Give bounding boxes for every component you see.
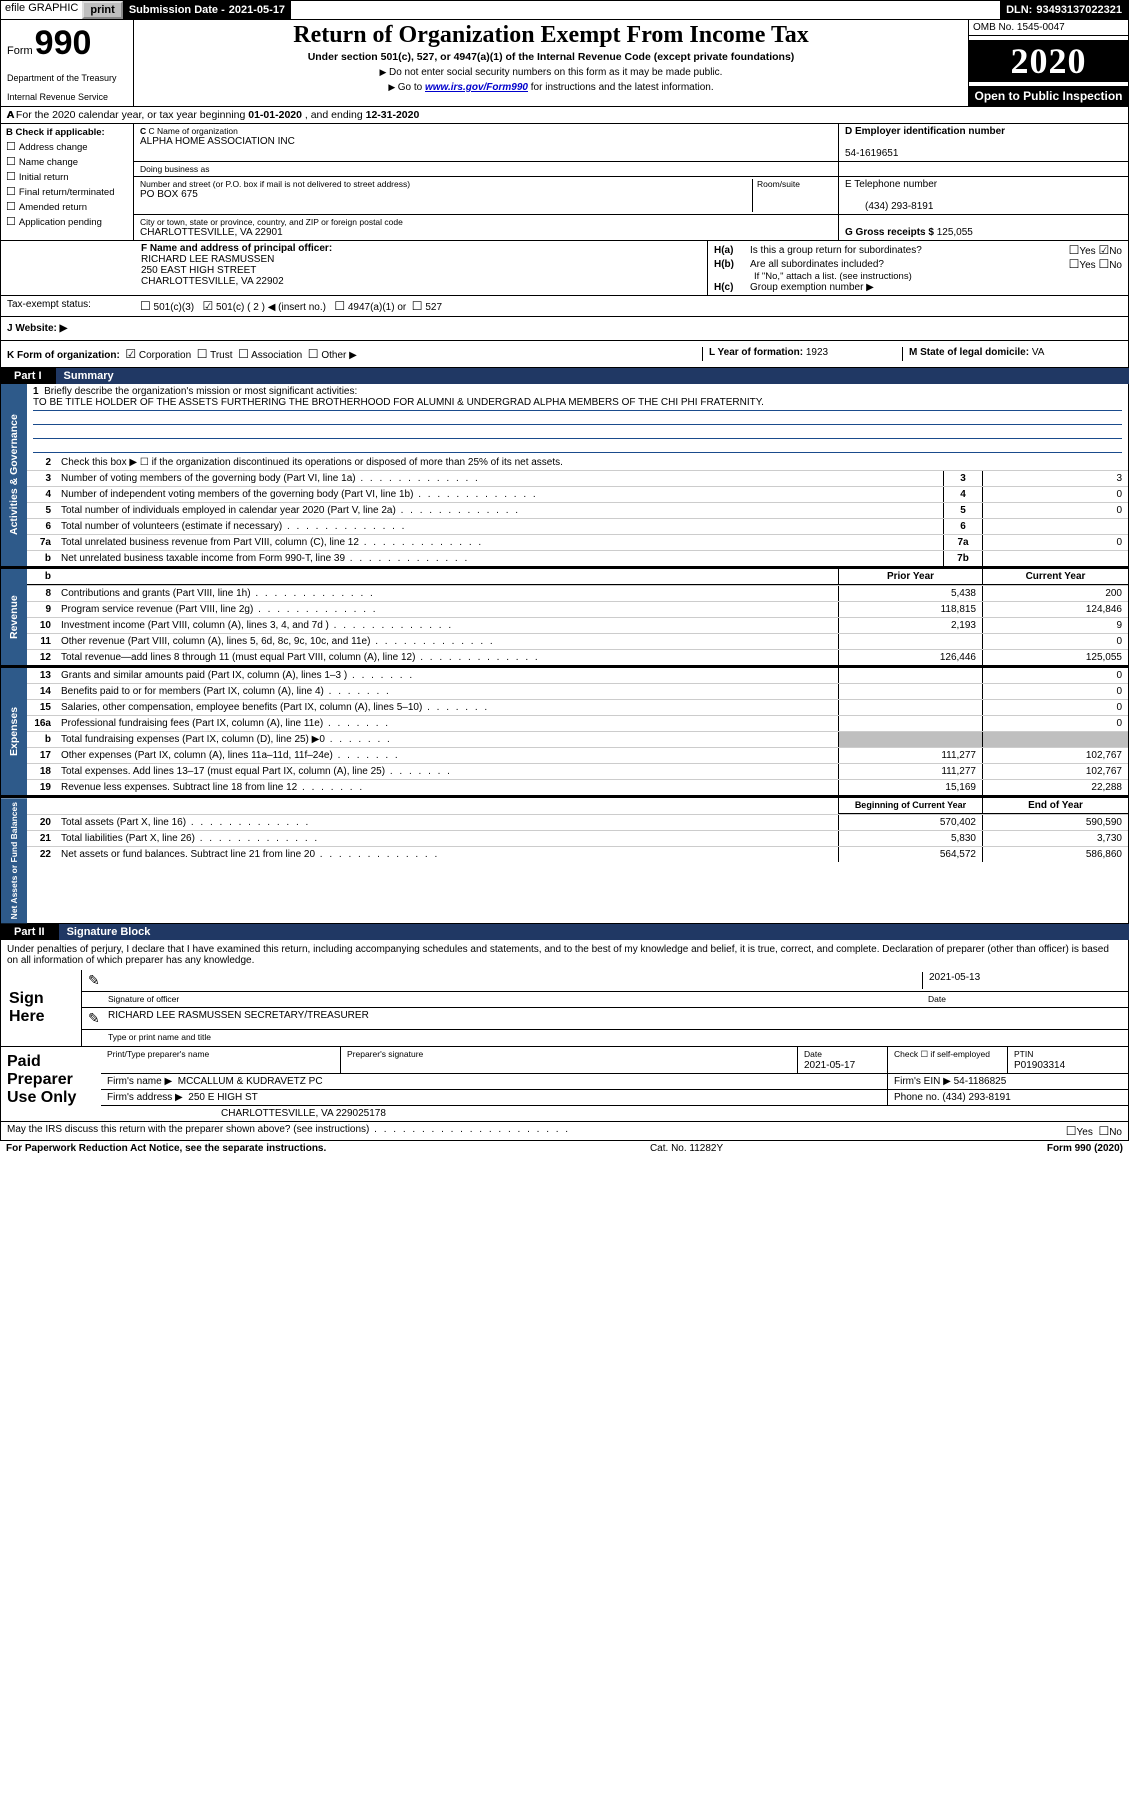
hb-yesno[interactable]: ☐Yes ☐No — [1069, 257, 1122, 271]
col-cde: C C Name of organization ALPHA HOME ASSO… — [134, 124, 1128, 240]
ein-cell-cont — [838, 162, 1128, 176]
efile-text: efile GRAPHIC — [1, 1, 82, 19]
year-formation: L Year of formation: 1923 — [702, 347, 902, 361]
tax-year: 2020 — [969, 36, 1128, 86]
part1-expenses: Expenses 13Grants and similar amounts pa… — [0, 666, 1129, 796]
open-public: Open to Public Inspection — [969, 86, 1128, 106]
col-b-checkboxes: B Check if applicable: Address change Na… — [1, 124, 134, 240]
row-klm: K Form of organization: ☑ Corporation ☐ … — [0, 341, 1129, 368]
side-revenue: Revenue — [1, 569, 27, 665]
tax-exempt-opts[interactable]: ☐ 501(c)(3) ☑ 501(c) ( 2 ) ◀ (insert no.… — [134, 296, 1128, 316]
street-cell: Number and street (or P.O. box if mail i… — [134, 177, 838, 214]
header-left: Form 990 Department of the Treasury Inte… — [1, 20, 134, 106]
part1-governance: Activities & Governance 1 Briefly descri… — [0, 384, 1129, 567]
mission-block: 1 Briefly describe the organization's mi… — [27, 384, 1128, 455]
header-mid: Return of Organization Exempt From Incom… — [134, 20, 968, 106]
irs-link[interactable]: www.irs.gov/Form990 — [425, 82, 528, 93]
pen-icon: ✎ — [88, 1010, 108, 1027]
signature-block: Under penalties of perjury, I declare th… — [0, 940, 1129, 1047]
part2-header: Part II Signature Block — [0, 924, 1129, 940]
dept-treasury: Department of the Treasury — [7, 73, 127, 83]
side-governance: Activities & Governance — [1, 384, 27, 566]
side-expenses: Expenses — [1, 668, 27, 795]
cb-initial-return[interactable]: Initial return — [6, 170, 128, 183]
form-subtitle: Under section 501(c), 527, or 4947(a)(1)… — [142, 51, 960, 63]
footer: For Paperwork Reduction Act Notice, see … — [0, 1141, 1129, 1156]
submission-date: Submission Date - 2021-05-17 — [123, 1, 291, 19]
city-cell: City or town, state or province, country… — [134, 215, 838, 240]
org-name-cell: C C Name of organization ALPHA HOME ASSO… — [134, 124, 838, 161]
irs: Internal Revenue Service — [7, 92, 127, 102]
goto-note: Go to www.irs.gov/Form990 for instructio… — [142, 82, 960, 93]
ein-cell: D Employer identification number 54-1619… — [838, 124, 1128, 161]
dln: DLN: 93493137022321 — [1000, 1, 1128, 19]
header-right: OMB No. 1545-0047 2020 Open to Public In… — [968, 20, 1128, 106]
cb-amended[interactable]: Amended return — [6, 200, 128, 213]
line-a: AA For the 2020 calendar year, or tax ye… — [0, 107, 1129, 124]
omb-number: OMB No. 1545-0047 — [969, 20, 1128, 36]
pen-icon: ✎ — [88, 972, 108, 989]
section-fh: F Name and address of principal officer:… — [0, 241, 1129, 296]
ha-yesno[interactable]: ☐Yes ☑No — [1069, 243, 1122, 257]
row-i: Tax-exempt status: ☐ 501(c)(3) ☑ 501(c) … — [0, 296, 1129, 317]
side-netassets: Net Assets or Fund Balances — [1, 798, 27, 923]
ssn-note: Do not enter social security numbers on … — [142, 67, 960, 78]
part1-netassets: Net Assets or Fund Balances Beginning of… — [0, 796, 1129, 924]
row-j: J Website: ▶ — [0, 317, 1129, 341]
state-domicile: M State of legal domicile: VA — [902, 347, 1122, 361]
cb-pending[interactable]: Application pending — [6, 215, 128, 228]
form-number: Form 990 — [7, 24, 127, 63]
cb-address-change[interactable]: Address change — [6, 140, 128, 153]
discuss-row: May the IRS discuss this return with the… — [0, 1122, 1129, 1141]
discuss-yesno[interactable]: ☐Yes ☐No — [1066, 1124, 1122, 1138]
top-bar: efile GRAPHIC print Submission Date - 20… — [0, 0, 1129, 20]
sign-here-label: Sign Here — [1, 970, 81, 1046]
form-of-org[interactable]: K Form of organization: ☑ Corporation ☐ … — [7, 347, 702, 361]
dba-cell: Doing business as — [134, 162, 838, 176]
form-title: Return of Organization Exempt From Incom… — [142, 22, 960, 49]
cb-final-return[interactable]: Final return/terminated — [6, 185, 128, 198]
gross-receipts-cell: G Gross receipts $ 125,055 — [838, 215, 1128, 240]
paid-preparer: Paid Preparer Use Only Print/Type prepar… — [0, 1047, 1129, 1122]
part1-header: Part I Summary — [0, 368, 1129, 384]
phone-cell: E Telephone number (434) 293-8191 — [838, 177, 1128, 214]
part1-revenue: Revenue b Prior Year Current Year 8Contr… — [0, 567, 1129, 666]
section-bcde: B Check if applicable: Address change Na… — [0, 124, 1129, 241]
print-button[interactable]: print — [82, 1, 122, 19]
cb-name-change[interactable]: Name change — [6, 155, 128, 168]
form-header: Form 990 Department of the Treasury Inte… — [0, 20, 1129, 107]
col-h: H(a) Is this a group return for subordin… — [708, 241, 1128, 295]
principal-officer: F Name and address of principal officer:… — [1, 241, 708, 295]
